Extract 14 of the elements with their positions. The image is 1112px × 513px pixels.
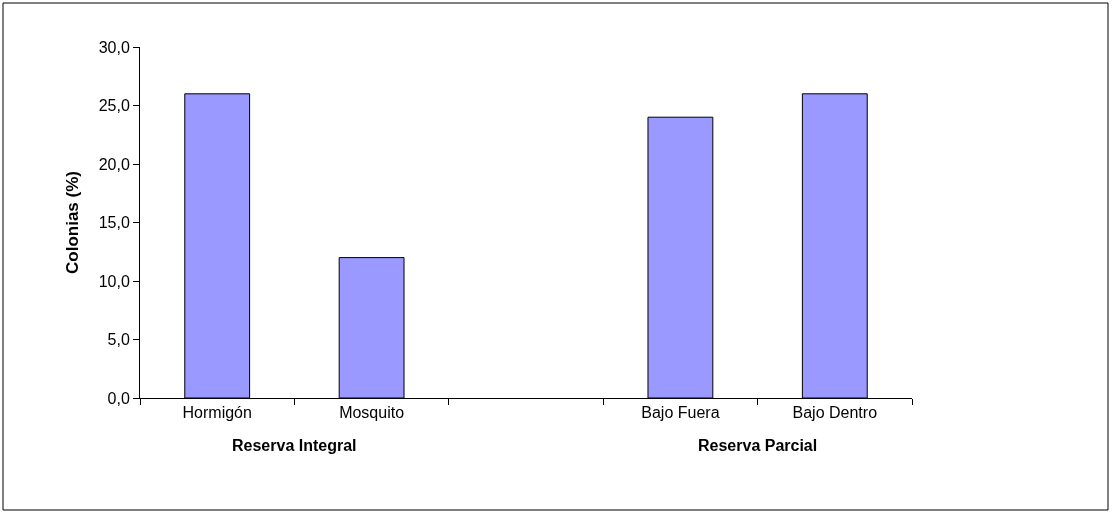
y-tick-label: 0,0 [107, 389, 130, 407]
y-axis-title: Colonias (%) [63, 171, 83, 274]
text: Reserva Parcial [698, 437, 818, 454]
x-tick-label: Bajo Dentro [792, 404, 878, 422]
x-tick-label: Mosquito [339, 404, 405, 422]
y-tick-label: 25,0 [98, 97, 130, 115]
y-tick-label: 30,0 [98, 38, 130, 56]
y-tick-label: 5,0 [107, 331, 130, 349]
x-tick-label: Hormigón [182, 404, 252, 422]
text: Reserva Integral [232, 437, 357, 454]
y-tick-label: 20,0 [98, 155, 130, 173]
y-tick-label: 15,0 [98, 214, 130, 232]
y-tick-label: 10,0 [98, 272, 130, 290]
x-tick-label: Bajo Fuera [641, 404, 720, 422]
